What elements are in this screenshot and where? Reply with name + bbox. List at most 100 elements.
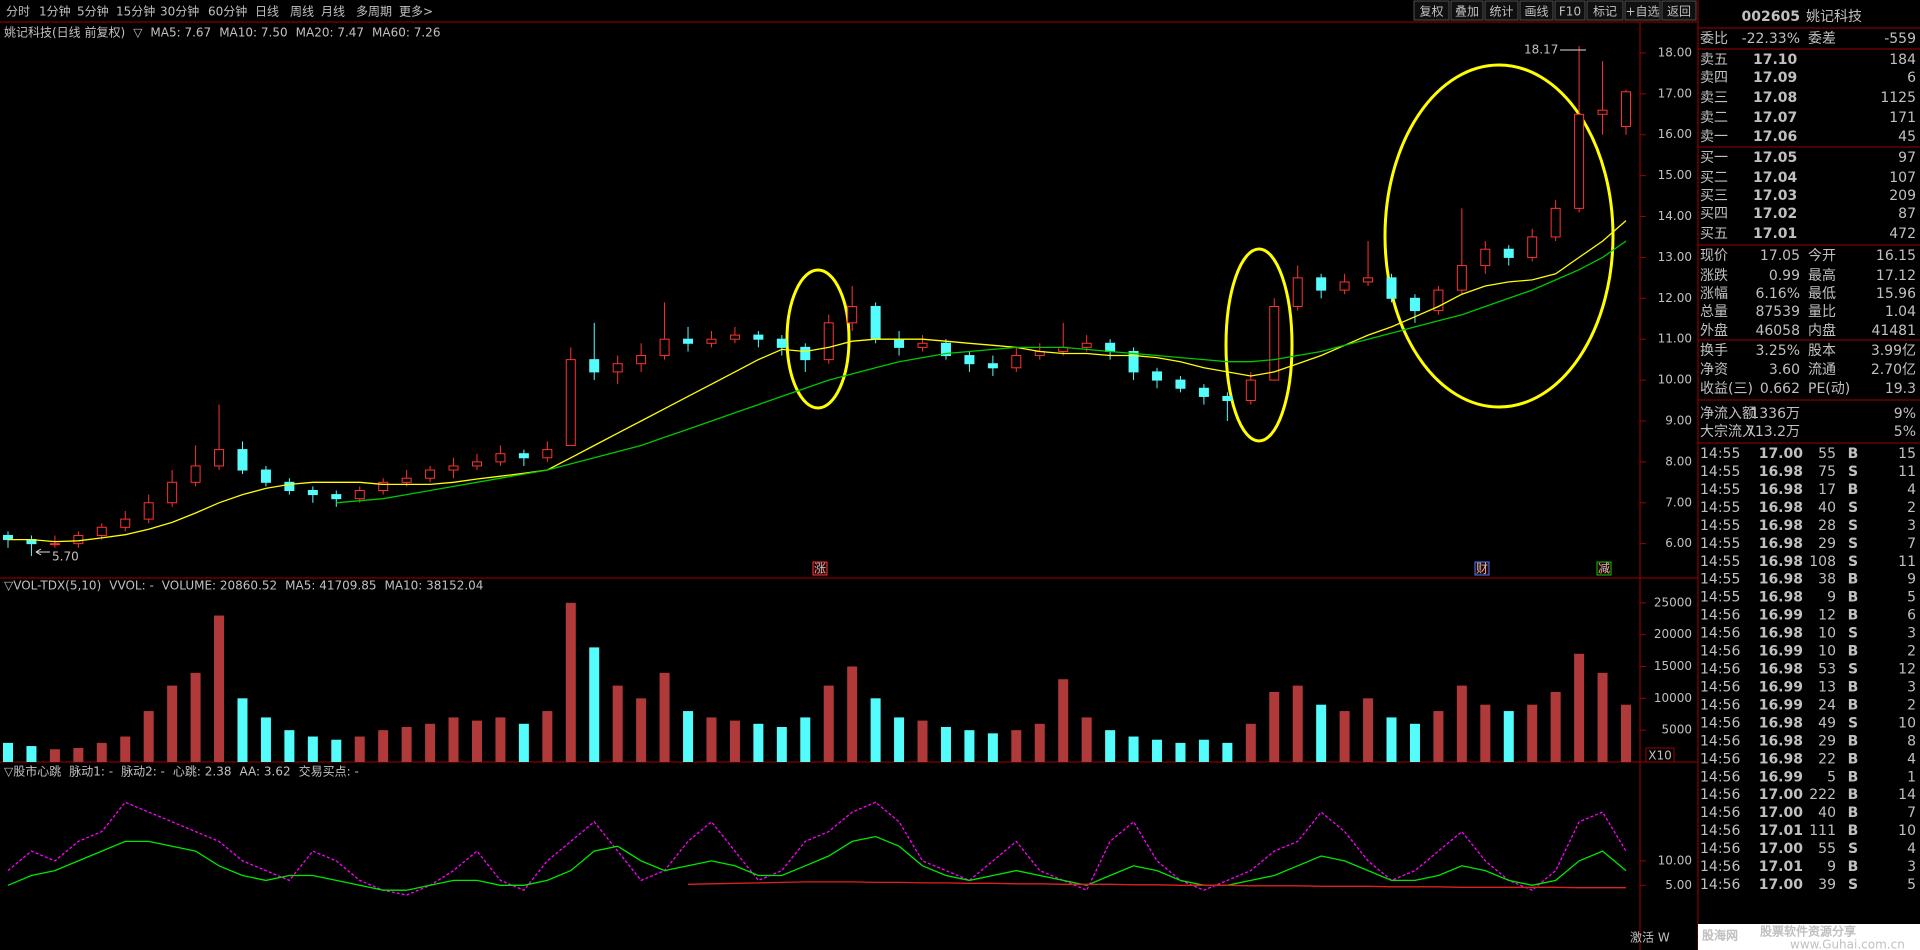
toolbar-button[interactable]: 叠加: [1455, 5, 1479, 19]
volume-bar: [589, 647, 600, 762]
toolbar-button[interactable]: 60分钟: [208, 4, 247, 19]
quote-value: 1125: [1880, 90, 1916, 106]
volume-bar: [636, 698, 647, 762]
candle-body: [729, 334, 740, 340]
indicator-line: [7, 835, 1627, 891]
tick-count: 5: [1907, 590, 1916, 606]
legend-item: MA10: 38152.04: [384, 579, 483, 593]
candle-body: [260, 469, 271, 483]
tick-side: S: [1848, 500, 1858, 516]
quote-value: 45: [1898, 129, 1916, 145]
volume-bar: [1386, 717, 1397, 762]
toolbar-button[interactable]: 复权: [1419, 5, 1443, 19]
y-tick-label: 5000: [1661, 723, 1692, 737]
volume-bar: [1316, 704, 1327, 762]
quote-value: 17.12: [1876, 268, 1916, 284]
toolbar-button[interactable]: 1分钟: [39, 4, 71, 19]
tick-side: B: [1848, 482, 1859, 498]
indicator-line: [336, 240, 1627, 504]
y-tick-label: 13.00: [1658, 250, 1692, 264]
tick-price: 16.98: [1759, 733, 1803, 749]
volume-bar: [354, 736, 365, 762]
candle-body: [307, 489, 318, 496]
volume-bar: [894, 717, 905, 762]
logo-site: www.Guhai.com.cn: [1790, 938, 1905, 950]
tick-price: 16.98: [1759, 662, 1803, 678]
candle-body: [894, 338, 905, 348]
candle-body: [1128, 350, 1139, 373]
tick-price: 17.00: [1759, 877, 1804, 893]
tick-price: 16.98: [1759, 482, 1803, 498]
toolbar-button[interactable]: 5分钟: [77, 4, 109, 19]
toolbar-button[interactable]: 多周期: [356, 5, 392, 19]
candle-body: [1198, 387, 1209, 397]
volume-bar: [425, 723, 436, 762]
candle-body: [1081, 342, 1092, 348]
toolbar-box[interactable]: [1661, 0, 1697, 21]
volume-bar: [683, 711, 694, 762]
quote-label: 卖一: [1700, 129, 1728, 145]
candle-body: [401, 477, 412, 483]
candle-body: [96, 526, 107, 536]
quote-label: 现价: [1700, 248, 1728, 264]
quote-value: 17.04: [1753, 170, 1798, 186]
toolbar-box[interactable]: [1450, 0, 1484, 21]
tick-time: 14:56: [1700, 805, 1740, 821]
toolbar-button[interactable]: 画线: [1524, 5, 1548, 19]
toolbar-box[interactable]: [1413, 0, 1450, 21]
tick-volume: 22: [1818, 751, 1836, 767]
candle-body: [683, 338, 694, 344]
quote-value: -559: [1884, 31, 1916, 47]
toolbar-button[interactable]: 30分钟: [160, 4, 199, 19]
toolbar-button[interactable]: 日线: [255, 5, 279, 19]
candle-body: [214, 449, 225, 467]
candle-body: [1105, 342, 1116, 352]
toolbar-button[interactable]: 月线: [321, 5, 345, 19]
toolbar-button[interactable]: 返回: [1667, 5, 1691, 19]
toolbar-button[interactable]: 周线: [290, 5, 314, 19]
quote-value: 17.02: [1753, 206, 1797, 222]
y-tick-label: 10.00: [1658, 853, 1692, 867]
toolbar-box[interactable]: [1484, 0, 1519, 21]
volume-bar: [1105, 730, 1116, 762]
quote-label: 委差: [1808, 31, 1836, 47]
highlight-ellipse: [785, 268, 851, 410]
toolbar-button[interactable]: 标记: [1593, 5, 1617, 19]
toolbar-button[interactable]: 更多>: [399, 5, 433, 19]
toolbar-box[interactable]: [1586, 0, 1624, 21]
tick-count: 15: [1898, 446, 1916, 462]
volume-bar: [1621, 704, 1631, 762]
volume-bar: [401, 726, 412, 762]
unit-box: [1645, 747, 1675, 763]
volume-bar: [1269, 691, 1280, 762]
quote-value: 87539: [1755, 304, 1800, 320]
tick-price: 17.01: [1759, 823, 1803, 839]
legend-item: 脉动1: -: [69, 764, 113, 779]
tick-price: 16.98: [1759, 715, 1803, 731]
quote-value: 2.70亿: [1871, 362, 1916, 378]
stock-name: 姚记科技: [1806, 9, 1862, 25]
quote-value: 3.25%: [1756, 343, 1800, 359]
volume-bar: [753, 723, 764, 762]
toolbar-button[interactable]: +自选: [1625, 5, 1659, 19]
toolbar-box[interactable]: [1554, 0, 1586, 21]
toolbar-box[interactable]: [1624, 0, 1661, 21]
tick-count: 7: [1907, 805, 1916, 821]
toolbar-button[interactable]: 分时: [6, 5, 30, 19]
toolbar-box[interactable]: [1519, 0, 1554, 21]
toolbar-button[interactable]: 统计: [1489, 5, 1513, 19]
tick-side: B: [1848, 733, 1859, 749]
toolbar-button[interactable]: 15分钟: [116, 4, 155, 19]
quote-label: 量比: [1808, 304, 1836, 320]
candle-body: [1222, 395, 1233, 402]
logo: 股海网: [1702, 928, 1738, 943]
tick-price: 16.99: [1759, 644, 1803, 660]
legend-item: ▽VOL-TDX(5,10): [4, 579, 101, 593]
quote-label: 买四: [1700, 206, 1728, 222]
tick-price: 17.00: [1759, 841, 1804, 857]
candle-body: [964, 355, 975, 365]
tick-volume: 28: [1818, 518, 1836, 534]
candle-body: [1456, 265, 1467, 291]
toolbar-button[interactable]: F10: [1559, 5, 1581, 19]
